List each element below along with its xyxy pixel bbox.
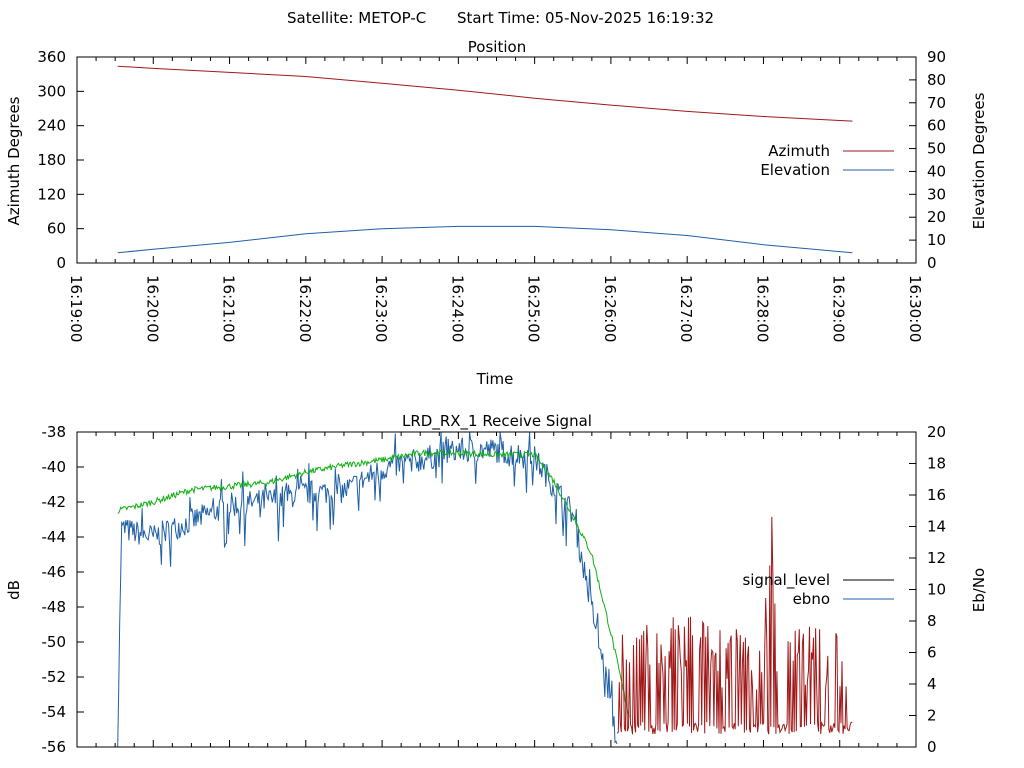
ebno-axis-tick-label: 8 (927, 612, 937, 630)
time-axis-tick-label: 16:20:00 (143, 275, 161, 342)
elevation-axis-label: Elevation Degrees (970, 92, 988, 229)
azimuth-axis-tick-label: 180 (37, 151, 66, 169)
legend-ebno-label: ebno (793, 590, 830, 608)
position-legend: Azimuth Elevation (760, 142, 894, 179)
time-axis-tick-label: 16:30:00 (906, 275, 924, 342)
ebno-axis-tick-label: 12 (927, 549, 946, 567)
signal-level-series-line (117, 449, 630, 718)
db-axis-tick-label: -48 (42, 598, 67, 616)
time-axis-tick-label: 16:22:00 (296, 275, 314, 342)
elevation-axis-tick-label: 30 (927, 185, 946, 203)
elevation-axis-tick-label: 40 (927, 162, 946, 180)
elevation-axis-tick-label: 90 (927, 48, 946, 66)
db-axis-tick-label: -46 (42, 563, 67, 581)
db-axis-tick-label: -52 (42, 668, 67, 686)
ebno-axis-tick-label: 16 (927, 486, 946, 504)
time-axis-tick-label: 16:19:00 (67, 275, 85, 342)
time-axis-label: Time (476, 370, 514, 388)
db-axis-label: dB (5, 580, 23, 600)
satellite-label: Satellite: METOP-C (287, 9, 426, 27)
db-axis-tick-label: -42 (42, 493, 67, 511)
time-axis-tick-label: 16:25:00 (525, 275, 543, 342)
position-plot-frame (76, 56, 917, 264)
db-axis-tick-label: -50 (42, 633, 67, 651)
time-axis-tick-label: 16:28:00 (753, 275, 771, 342)
elevation-axis-tick-label: 80 (927, 71, 946, 89)
ebno-axis-tick-label: 18 (927, 455, 946, 473)
azimuth-axis-tick-label: 120 (37, 185, 66, 203)
legend-azimuth-label: Azimuth (768, 142, 830, 160)
elevation-axis-tick-label: 0 (927, 254, 937, 272)
elevation-axis-tick-label: 10 (927, 231, 946, 249)
legend-signal-level-label: signal_level (742, 571, 830, 590)
legend-elevation-label: Elevation (760, 161, 830, 179)
elevation-series-line (117, 225, 853, 254)
db-axis-tick-label: -44 (42, 528, 67, 546)
signal-legend: signal_level ebno (742, 571, 894, 608)
elevation-axis-tick-label: 60 (927, 117, 946, 135)
azimuth-axis-label: Azimuth Degrees (5, 96, 23, 225)
time-axis-tick-label: 16:27:00 (677, 275, 695, 342)
ebno-axis-tick-label: 4 (927, 675, 937, 693)
azimuth-axis-tick-label: 240 (37, 117, 66, 135)
azimuth-axis-tick-label: 60 (47, 220, 66, 238)
position-plot: Position 0 60 120 180 240 300 360 0 10 20 30 40 50 60… (5, 38, 988, 388)
azimuth-axis-tick-label: 0 (56, 254, 66, 272)
time-axis-tick-label: 16:23:00 (372, 275, 390, 342)
time-axis-tick-label: 16:29:00 (830, 275, 848, 342)
signal-title: LRD_RX_1 Receive Signal (402, 412, 592, 431)
db-axis-tick-label: -38 (42, 423, 67, 441)
db-axis-tick-label: -40 (42, 458, 67, 476)
ebno-axis-label: Eb/No (970, 568, 988, 612)
ebno-axis-tick-label: 0 (927, 738, 937, 756)
ebno-axis-tick-label: 2 (927, 707, 937, 725)
time-axis-tick-label: 16:24:00 (448, 275, 466, 342)
ebno-axis-tick-label: 6 (927, 644, 937, 662)
elevation-axis-tick-label: 70 (927, 94, 946, 112)
post-los-series-line (616, 516, 853, 735)
ebno-axis-tick-label: 14 (927, 518, 946, 536)
db-axis-tick-label: -56 (42, 738, 67, 756)
elevation-axis-tick-label: 20 (927, 208, 946, 226)
ebno-series-line (117, 431, 618, 748)
azimuth-axis-tick-label: 300 (37, 82, 66, 100)
db-axis-tick-label: -54 (42, 703, 67, 721)
ebno-axis-tick-label: 10 (927, 581, 946, 599)
signal-plot-frame (76, 431, 917, 748)
azimuth-axis-tick-label: 360 (37, 48, 66, 66)
position-title: Position (468, 38, 526, 56)
ebno-axis-tick-label: 20 (927, 423, 946, 441)
azimuth-series-line (117, 65, 853, 122)
time-axis-tick-label: 16:26:00 (601, 275, 619, 342)
start-time-label: Start Time: 05-Nov-2025 16:19:32 (457, 9, 714, 27)
signal-plot: LRD_RX_1 Receive Signal -56 -54 -52 -50 -48 -… (5, 412, 988, 756)
elevation-axis-tick-label: 50 (927, 140, 946, 158)
time-axis-tick-label: 16:21:00 (220, 275, 238, 342)
